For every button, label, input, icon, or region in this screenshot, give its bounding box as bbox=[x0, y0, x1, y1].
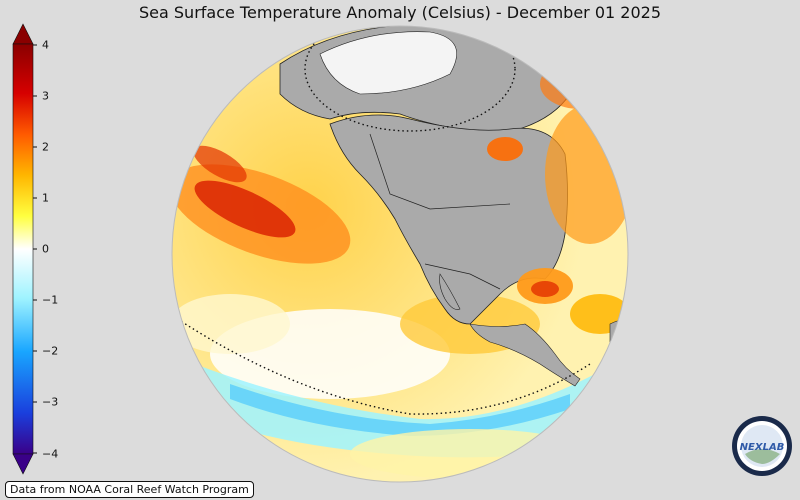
nexlab-logo: NEXLAB bbox=[732, 416, 792, 476]
globe-map bbox=[171, 25, 629, 483]
globe-outline bbox=[171, 25, 629, 483]
us-canada-border bbox=[369, 133, 511, 210]
colorbar-tick-label: 2 bbox=[42, 140, 49, 154]
data-credit-label: Data from NOAA Coral Reef Watch Program bbox=[5, 481, 254, 498]
us-mexico-border bbox=[424, 263, 501, 290]
colorbar-tick-label: 4 bbox=[42, 38, 49, 52]
colorbar-top-arrow bbox=[12, 23, 34, 45]
anomaly-hudson-bay bbox=[487, 137, 523, 161]
colorbar-ticks bbox=[33, 44, 37, 454]
colorbar-tick-label: −4 bbox=[42, 447, 59, 461]
land-north-america bbox=[329, 114, 568, 325]
colorbar-tick-label: −2 bbox=[42, 344, 59, 358]
land-south-america bbox=[609, 318, 628, 405]
colorbar-tick-label: −1 bbox=[42, 293, 59, 307]
anomaly-hot-core bbox=[194, 180, 296, 238]
logo-text: NEXLAB bbox=[740, 442, 785, 453]
chart-title: Sea Surface Temperature Anomaly (Celsius… bbox=[139, 3, 661, 22]
land-central-america bbox=[469, 323, 581, 387]
colorbar-body bbox=[12, 43, 34, 455]
land-arctic-white bbox=[319, 31, 457, 95]
colorbar-tick-label: 1 bbox=[42, 191, 49, 205]
colorbar bbox=[12, 23, 37, 475]
arctic-circle-line bbox=[304, 26, 516, 132]
land-baja bbox=[439, 273, 461, 310]
colorbar-tick-label: −3 bbox=[42, 395, 59, 409]
colorbar-tick-label: 0 bbox=[42, 242, 49, 256]
colorbar-bottom-arrow bbox=[12, 453, 34, 475]
colorbar-tick-label: 3 bbox=[42, 89, 49, 103]
